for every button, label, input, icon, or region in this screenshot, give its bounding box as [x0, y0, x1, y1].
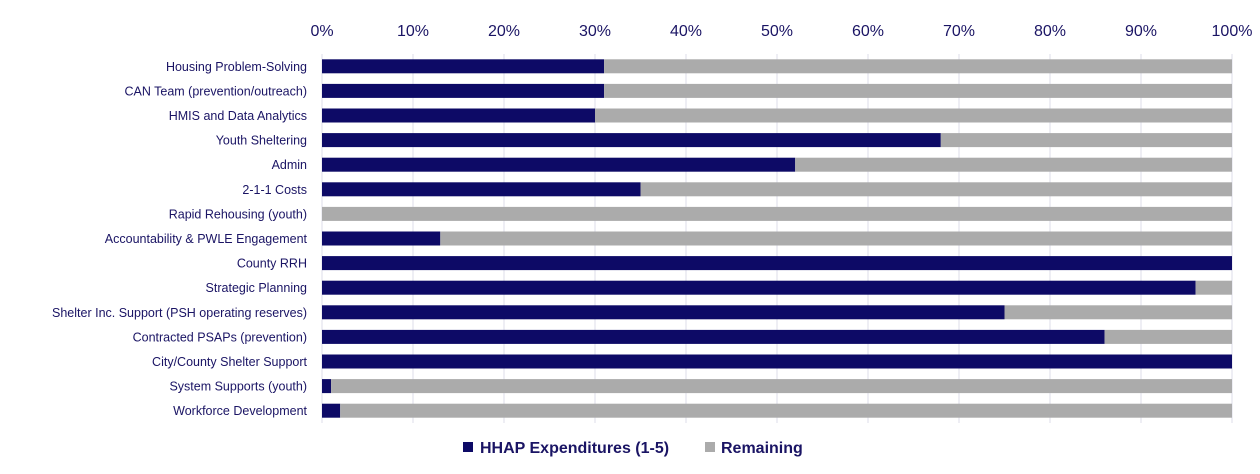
category-label: Accountability & PWLE Engagement [105, 232, 308, 246]
bar-segment-hhap [322, 83, 605, 98]
category-label: Workforce Development [173, 404, 307, 418]
x-axis-ticks: 0% 10% 20% 30% 40% 50% 60% 70% 80% 90% 100% [310, 23, 1252, 40]
bar-segment-remaining [1104, 329, 1232, 344]
legend-swatch-hhap [463, 442, 473, 452]
bar-segment-hhap [322, 305, 1005, 320]
bars [322, 59, 1233, 418]
legend: HHAP Expenditures (1-5) Remaining [463, 440, 803, 457]
x-tick-label: 0% [310, 23, 333, 40]
category-labels: Housing Problem-Solving CAN Team (prevent… [52, 60, 308, 418]
bar-segment-remaining [640, 182, 1232, 197]
bar-segment-hhap [322, 256, 1232, 271]
x-tick-label: 50% [761, 23, 793, 40]
bar-segment-hhap [322, 59, 605, 74]
category-label: 2-1-1 Costs [242, 183, 307, 197]
bar-segment-remaining [440, 231, 1232, 246]
bar-segment-hhap [322, 354, 1232, 369]
x-tick-label: 90% [1125, 23, 1157, 40]
bar-segment-hhap [322, 182, 641, 197]
category-label: Strategic Planning [206, 281, 308, 295]
bar-segment-remaining [1004, 305, 1232, 320]
bar-segment-remaining [795, 157, 1232, 172]
legend-label-remaining: Remaining [721, 440, 803, 457]
x-tick-label: 100% [1212, 23, 1253, 40]
bar-segment-remaining [1195, 280, 1232, 295]
bar-segment-remaining [331, 379, 1233, 394]
x-tick-label: 10% [397, 23, 429, 40]
bar-segment-remaining [340, 403, 1232, 418]
category-label: System Supports (youth) [169, 380, 307, 394]
category-label: Admin [272, 158, 307, 172]
bar-segment-hhap [322, 157, 796, 172]
bar-segment-remaining [322, 206, 1232, 221]
legend-swatch-remaining [705, 442, 715, 452]
category-label: Youth Sheltering [216, 134, 307, 148]
bar-segment-hhap [322, 108, 595, 123]
legend-label-hhap: HHAP Expenditures (1-5) [480, 440, 669, 457]
category-label: CAN Team (prevention/outreach) [125, 84, 308, 98]
category-label: Housing Problem-Solving [166, 60, 307, 74]
bar-segment-hhap [322, 133, 941, 148]
bar-segment-hhap [322, 329, 1105, 344]
category-label: Rapid Rehousing (youth) [169, 207, 307, 221]
bar-segment-remaining [604, 59, 1232, 74]
category-label: City/County Shelter Support [152, 355, 307, 369]
bar-segment-hhap [322, 280, 1196, 295]
bar-segment-remaining [595, 108, 1232, 123]
category-label: Shelter Inc. Support (PSH operating rese… [52, 306, 307, 320]
bar-segment-remaining [940, 133, 1232, 148]
bar-segment-hhap [322, 379, 332, 394]
bar-segment-hhap [322, 403, 341, 418]
x-tick-label: 80% [1034, 23, 1066, 40]
category-label: HMIS and Data Analytics [169, 109, 307, 123]
bar-segment-hhap [322, 231, 441, 246]
x-tick-label: 30% [579, 23, 611, 40]
x-tick-label: 40% [670, 23, 702, 40]
bar-segment-remaining [604, 83, 1232, 98]
x-tick-label: 70% [943, 23, 975, 40]
category-label: Contracted PSAPs (prevention) [133, 330, 307, 344]
x-tick-label: 60% [852, 23, 884, 40]
x-tick-label: 20% [488, 23, 520, 40]
category-label: County RRH [237, 257, 307, 271]
